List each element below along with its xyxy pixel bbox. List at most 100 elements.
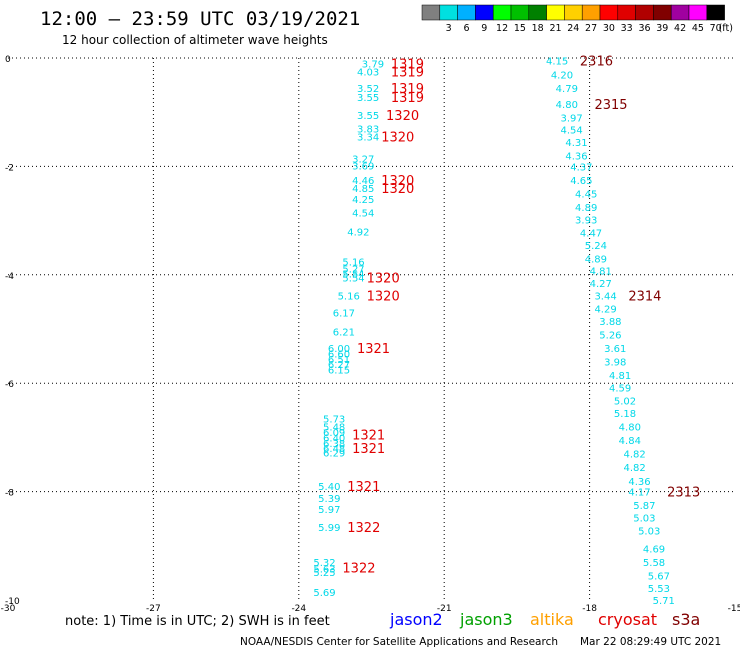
time-label: 1321: [347, 480, 380, 495]
y-tick-label: -6: [5, 380, 14, 390]
legend-jason2: jason2: [389, 610, 443, 629]
swh-value: 3.34: [357, 133, 379, 144]
swh-value: 4.92: [347, 227, 369, 238]
colorbar-tick-label: 39: [656, 23, 668, 34]
swh-value: 4.17: [628, 488, 650, 499]
colorbar-swatch: [475, 4, 494, 21]
swh-value: 3.55: [357, 93, 379, 104]
swh-value: 6.09: [323, 428, 345, 439]
swh-value: 4.81: [590, 266, 612, 277]
swh-value: 6.38: [323, 439, 345, 450]
swh-value: 5.69: [313, 588, 335, 599]
swh-colorbar: 3 6 9 12 15 18 21 24 27 30 33 36 39 42 45 70(ft): [421, 4, 733, 34]
time-label: 1319: [391, 66, 424, 81]
swh-value: 5.25: [313, 568, 335, 579]
swh-value: 4.36: [628, 477, 650, 488]
swh-value: 5.24: [585, 241, 607, 252]
time-label: 1322: [347, 521, 380, 536]
x-tick-label: -15: [728, 604, 740, 614]
chart-title: 12:00 – 23:59 UTC 03/19/2021: [40, 8, 361, 30]
swh-value: 5.16: [338, 291, 360, 302]
colorbar-swatch: [528, 4, 547, 21]
swh-value: 5.67: [648, 572, 670, 583]
colorbar-swatch: [492, 4, 512, 21]
swh-value: 3.93: [575, 216, 597, 227]
swh-value: 4.03: [357, 68, 379, 79]
colorbar-swatch: [670, 4, 690, 21]
swh-value: 4.25: [352, 195, 374, 206]
swh-value: 4.15: [546, 57, 568, 68]
colorbar-tick-label: 9: [481, 23, 487, 34]
time-label: 1320: [386, 109, 419, 124]
swh-value: 6.51: [328, 355, 350, 366]
swh-value: 4.47: [580, 229, 602, 240]
swh-value: 5.40: [318, 482, 340, 493]
swh-value: 4.80: [619, 423, 641, 434]
satellite-legend: jason2 jason3 altika cryosat s3a: [389, 610, 700, 629]
colorbar-tick-label: 12: [496, 23, 508, 34]
swh-value: 6.48: [323, 444, 345, 455]
colorbar-swatch: [617, 4, 636, 21]
swh-value: 6.40: [323, 433, 345, 444]
legend-altika: altika: [530, 610, 574, 629]
y-tick-label: -8: [5, 489, 14, 499]
swh-value: 5.73: [323, 414, 345, 425]
colorbar-tick-label: 45: [692, 23, 704, 34]
swh-value: 4.37: [570, 162, 592, 173]
swh-value: 3.69: [352, 161, 374, 172]
time-label: 1319: [391, 91, 424, 106]
swh-value: 4.20: [551, 70, 573, 81]
swh-value: 6.17: [333, 309, 355, 320]
time-labels: 1319131913191319132013201320132013201320…: [342, 55, 700, 577]
colorbar-tick-label: 24: [567, 23, 579, 34]
swh-value: 5.63: [313, 565, 335, 576]
time-label: 1321: [352, 442, 385, 457]
colorbar-tick-label: 36: [638, 23, 650, 34]
swh-value: 3.44: [594, 291, 616, 302]
swh-value: 3.88: [599, 317, 621, 328]
time-label: 1320: [367, 272, 400, 287]
x-tick-label: -30: [1, 604, 16, 614]
colorbar-tick-label: 21: [549, 23, 561, 34]
swh-value: 4.65: [570, 176, 592, 187]
time-label: 2313: [667, 486, 700, 501]
swh-value: 5.03: [633, 514, 655, 525]
colorbar-tick-label: 33: [621, 23, 633, 34]
credit-text: NOAA/NESDIS Center for Satellite Applica…: [240, 636, 558, 648]
swh-value: 4.54: [561, 126, 583, 137]
swh-value: 4.89: [585, 255, 607, 266]
swh-value: 5.32: [313, 558, 335, 569]
swh-value: 5.03: [638, 527, 660, 538]
legend-cryosat: cryosat: [598, 610, 657, 629]
colorbar-tick-label: 15: [514, 23, 526, 34]
swh-value: 3.61: [604, 344, 626, 355]
swh-value: 4.81: [609, 371, 631, 382]
swh-value: 6.60: [328, 349, 350, 360]
swh-value: 6.29: [323, 449, 345, 460]
swh-value: 6.00: [328, 344, 350, 355]
chart-subtitle: 12 hour collection of altimeter wave hei…: [62, 33, 328, 47]
colorbar-swatch: [581, 4, 601, 21]
swh-value: 4.89: [575, 203, 597, 214]
swh-value: 3.98: [604, 358, 626, 369]
colorbar-swatch: [653, 4, 672, 21]
chart-axes: 0 -2 -4 -6 -8 -10-30 -27 -24 -21 -18 -15: [1, 55, 740, 614]
colorbar-tick-label: 42: [674, 23, 686, 34]
swh-value: 6.27: [328, 360, 350, 371]
colorbar-swatch: [421, 4, 441, 21]
colorbar-tick-label: 70: [710, 23, 722, 34]
swh-value: 3.27: [352, 154, 374, 165]
swh-value: 5.87: [633, 501, 655, 512]
swh-points: 3.794.033.523.553.553.833.343.273.694.46…: [313, 57, 675, 607]
swh-value: 5.71: [653, 596, 675, 607]
swh-value: 5.54: [342, 270, 364, 281]
time-label: 1322: [342, 561, 375, 576]
time-label: 2315: [594, 98, 627, 113]
colorbar-tick-label: 3: [446, 23, 452, 34]
swh-value: 3.52: [357, 84, 379, 95]
swh-value: 3.55: [357, 111, 379, 122]
x-tick-label: -18: [582, 604, 597, 614]
swh-value: 5.16: [342, 257, 364, 268]
